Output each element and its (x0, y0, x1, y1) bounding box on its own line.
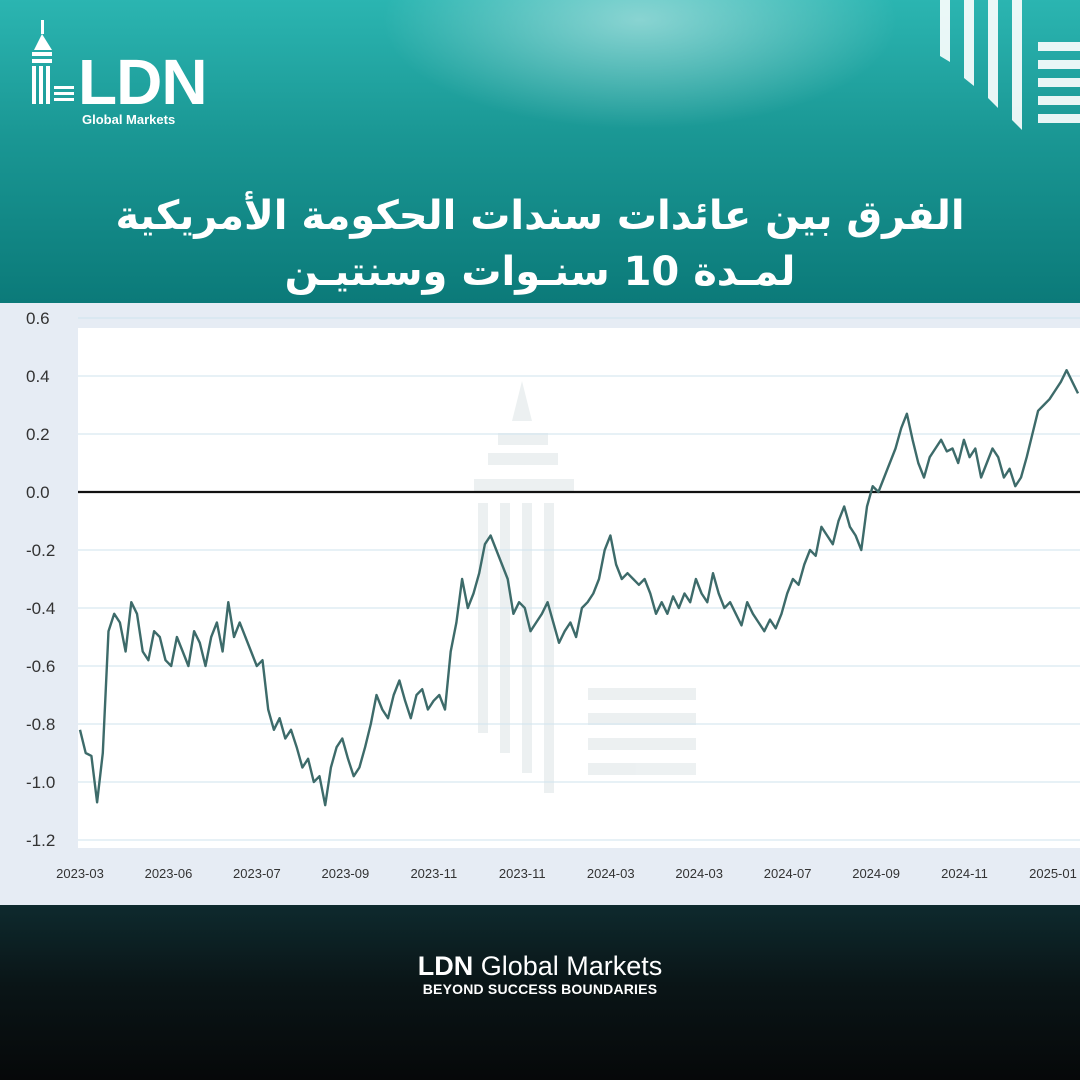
chart-area: 0.6 0.4 0.2 0.0 -0.2 -0.4 -0.6 -0.8 -1.0 -1.2 202… (0, 303, 1080, 905)
decorative-stripes (940, 0, 1080, 130)
logo-subtitle: Global Markets (82, 112, 176, 127)
logo-wordmark: LDN (78, 46, 208, 118)
watermark-logo (474, 381, 696, 793)
header-banner: LDN Global Markets الفرق بين عائدات سندا… (0, 0, 1080, 303)
footer: LDN Global Markets BEYOND SUCCESS BOUNDA… (0, 905, 1080, 1080)
header-glow (380, 0, 900, 130)
x-axis-labels: 2023-03 2023-06 2023-07 2023-09 2023-11 2023-… (56, 866, 1077, 881)
x-tick-label: 2023-06 (145, 866, 193, 881)
series-line (78, 369, 1080, 807)
x-tick-label: 2023-11 (410, 866, 457, 881)
x-tick-label: 2023-03 (56, 866, 104, 881)
yield-spread-chart: 0.6 0.4 0.2 0.0 -0.2 -0.4 -0.6 -0.8 -1.0 -1.2 202… (26, 309, 1080, 881)
footer-tagline: BEYOND SUCCESS BOUNDARIES (422, 981, 658, 997)
page-title: الفرق بين عائدات سندات الحكومة الأمريكية… (0, 188, 1080, 300)
y-tick-label: -1.2 (26, 831, 55, 850)
x-tick-label: 2023-09 (322, 866, 370, 881)
x-tick-label: 2024-03 (587, 866, 635, 881)
footer-brand: LDN Global Markets (0, 951, 1080, 982)
y-tick-label: -0.4 (26, 599, 55, 618)
y-tick-label: -1.0 (26, 773, 55, 792)
plot-background (78, 328, 1080, 848)
brand-logo: LDN Global Markets (26, 20, 208, 132)
y-tick-label: 0.2 (26, 425, 50, 444)
y-tick-label: 0.4 (26, 367, 50, 386)
title-line-2: لمـدة 10 سنـوات وسنتيـن (284, 249, 796, 295)
x-tick-label: 2024-11 (941, 866, 988, 881)
x-tick-label: 2024-07 (764, 866, 812, 881)
y-tick-label: -0.6 (26, 657, 55, 676)
y-tick-label: 0.0 (26, 483, 50, 502)
y-tick-label: 0.6 (26, 309, 50, 328)
x-tick-label: 2024-09 (852, 866, 900, 881)
x-tick-label: 2023-07 (233, 866, 281, 881)
footer-brand-rest: Global Markets (480, 951, 663, 981)
x-tick-label: 2023-11 (499, 866, 546, 881)
footer-brand-bold: LDN (417, 951, 474, 981)
x-tick-label: 2024-03 (675, 866, 723, 881)
x-tick-label: 2025-01 (1029, 866, 1077, 881)
tower-logo-icon (32, 20, 74, 104)
title-line-1: الفرق بين عائدات سندات الحكومة الأمريكية (115, 193, 965, 239)
y-axis-labels: 0.6 0.4 0.2 0.0 -0.2 -0.4 -0.6 -0.8 -1.0 -1.2 (26, 309, 55, 850)
y-tick-label: -0.8 (26, 715, 55, 734)
y-tick-label: -0.2 (26, 541, 55, 560)
